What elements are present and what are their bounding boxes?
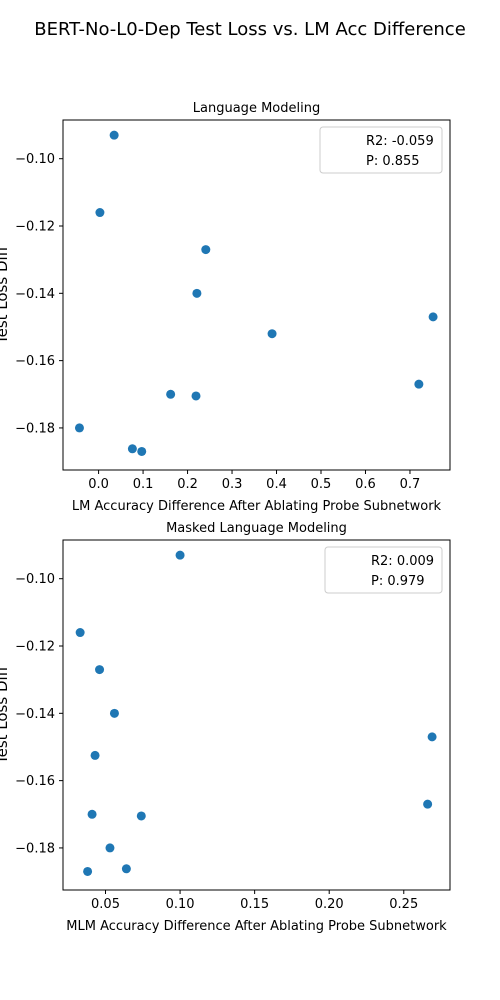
data-point bbox=[87, 809, 97, 819]
data-point bbox=[137, 446, 147, 456]
data-point bbox=[95, 665, 105, 675]
data-point bbox=[175, 550, 185, 560]
data-point bbox=[191, 391, 201, 401]
y-tick-label: −0.12 bbox=[15, 220, 55, 235]
data-point bbox=[105, 843, 115, 853]
legend: R2: 0.009 P: 0.979 bbox=[324, 546, 443, 594]
y-tick-label: −0.10 bbox=[15, 572, 55, 587]
x-tick-label: 0.0 bbox=[88, 477, 109, 492]
data-point bbox=[267, 329, 277, 339]
data-point bbox=[136, 811, 146, 821]
panel-title: Masked Language Modeling bbox=[166, 521, 347, 536]
data-point bbox=[414, 379, 424, 389]
x-tick-label: 0.5 bbox=[311, 477, 332, 492]
data-point bbox=[95, 208, 105, 218]
x-tick-label: 0.6 bbox=[355, 477, 376, 492]
x-tick-label: 0.10 bbox=[166, 897, 195, 912]
data-point bbox=[109, 130, 119, 140]
y-tick-label: −0.18 bbox=[15, 841, 55, 856]
x-tick-label: 0.1 bbox=[133, 477, 154, 492]
data-point bbox=[75, 628, 85, 638]
y-axis-label: Test Loss Diff bbox=[0, 245, 11, 345]
y-tick-label: −0.18 bbox=[15, 421, 55, 436]
legend-box bbox=[319, 126, 443, 174]
x-tick-label: 0.25 bbox=[389, 897, 418, 912]
y-tick-label: −0.14 bbox=[15, 707, 55, 722]
y-axis-label: Test Loss Diff bbox=[0, 665, 11, 765]
plot-area-frame bbox=[62, 539, 451, 891]
x-axis-label: LM Accuracy Difference After Ablating Pr… bbox=[72, 499, 442, 514]
y-tick-label: −0.12 bbox=[15, 640, 55, 655]
data-point bbox=[109, 708, 119, 718]
data-point bbox=[90, 750, 100, 760]
x-tick-label: 0.2 bbox=[177, 477, 198, 492]
data-point bbox=[74, 423, 84, 433]
y-tick-label: −0.16 bbox=[15, 774, 55, 789]
data-point bbox=[428, 312, 438, 322]
plot-area-frame bbox=[62, 119, 451, 471]
y-tick-label: −0.14 bbox=[15, 287, 55, 302]
data-point bbox=[423, 799, 433, 809]
x-tick-label: 0.7 bbox=[400, 477, 421, 492]
legend-box bbox=[324, 546, 443, 594]
legend: R2: -0.059 P: 0.855 bbox=[319, 126, 443, 174]
panel-masked-language-modeling: Masked Language Modeling Test Loss Diff 0.… bbox=[0, 521, 451, 934]
data-point bbox=[166, 389, 176, 399]
x-tick-label: 0.20 bbox=[315, 897, 344, 912]
data-point bbox=[201, 245, 211, 255]
x-tick-label: 0.05 bbox=[91, 897, 120, 912]
legend-entry: R2: 0.009 bbox=[371, 554, 434, 569]
panel-language-modeling: Language Modeling Test Loss Diff 0.0 0.1 0.2… bbox=[0, 101, 451, 514]
data-point bbox=[192, 288, 202, 298]
data-point bbox=[127, 444, 137, 454]
legend-entry: R2: -0.059 bbox=[366, 134, 434, 149]
x-tick-label: 0.15 bbox=[240, 897, 269, 912]
x-tick-label: 0.4 bbox=[266, 477, 287, 492]
x-tick-label: 0.3 bbox=[222, 477, 243, 492]
y-tick-label: −0.10 bbox=[15, 152, 55, 167]
x-axis-label: MLM Accuracy Difference After Ablating P… bbox=[66, 919, 447, 934]
y-tick-label: −0.16 bbox=[15, 354, 55, 369]
figure-suptitle: BERT-No-L0-Dep Test Loss vs. LM Acc Diff… bbox=[34, 19, 466, 40]
legend-entry: P: 0.855 bbox=[366, 154, 420, 169]
data-point bbox=[83, 866, 93, 876]
data-point bbox=[121, 864, 131, 874]
legend-entry: P: 0.979 bbox=[371, 574, 425, 589]
panel-title: Language Modeling bbox=[193, 101, 320, 116]
data-point bbox=[427, 732, 437, 742]
